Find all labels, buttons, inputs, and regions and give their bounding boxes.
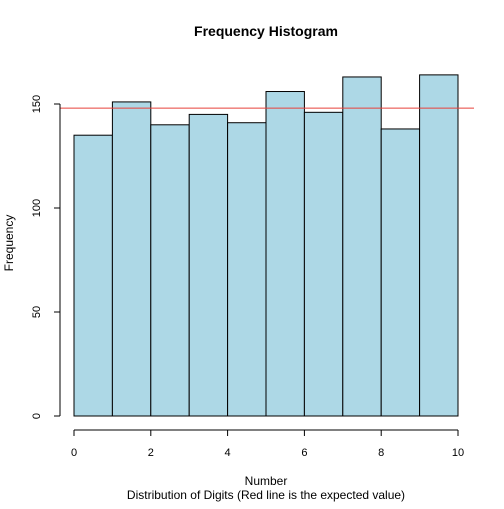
- y-tick-label: 150: [31, 95, 43, 113]
- chart-subtitle: Distribution of Digits (Red line is the …: [127, 488, 405, 502]
- x-tick-label: 4: [225, 447, 231, 459]
- x-tick-label: 6: [301, 447, 307, 459]
- histogram-bar: [227, 122, 267, 417]
- histogram-bar: [111, 101, 152, 417]
- histogram-bar: [150, 124, 190, 417]
- x-tick-label: 2: [148, 447, 154, 459]
- histogram-bar: [265, 91, 305, 417]
- histogram-bar: [303, 111, 344, 417]
- x-tick-label: 0: [71, 447, 77, 459]
- histogram-bar: [188, 113, 229, 417]
- bars-layer: [73, 74, 459, 417]
- y-axis: 0 50 100 150: [31, 95, 61, 419]
- x-axis: 0 2 4 6 8 10: [71, 429, 464, 459]
- histogram-bar: [380, 128, 421, 417]
- y-tick-label: 50: [31, 306, 43, 318]
- y-tick-label: 0: [31, 413, 43, 419]
- y-tick-label: 100: [31, 199, 43, 217]
- x-axis-label: Number: [245, 474, 288, 488]
- y-axis-label: Frequency: [2, 215, 16, 272]
- histogram-bar: [73, 134, 113, 417]
- chart-title: Frequency Histogram: [194, 23, 338, 39]
- histogram-bar: [419, 74, 459, 417]
- x-tick-label: 10: [452, 447, 464, 459]
- histogram-bar: [342, 76, 382, 417]
- x-tick-label: 8: [378, 447, 384, 459]
